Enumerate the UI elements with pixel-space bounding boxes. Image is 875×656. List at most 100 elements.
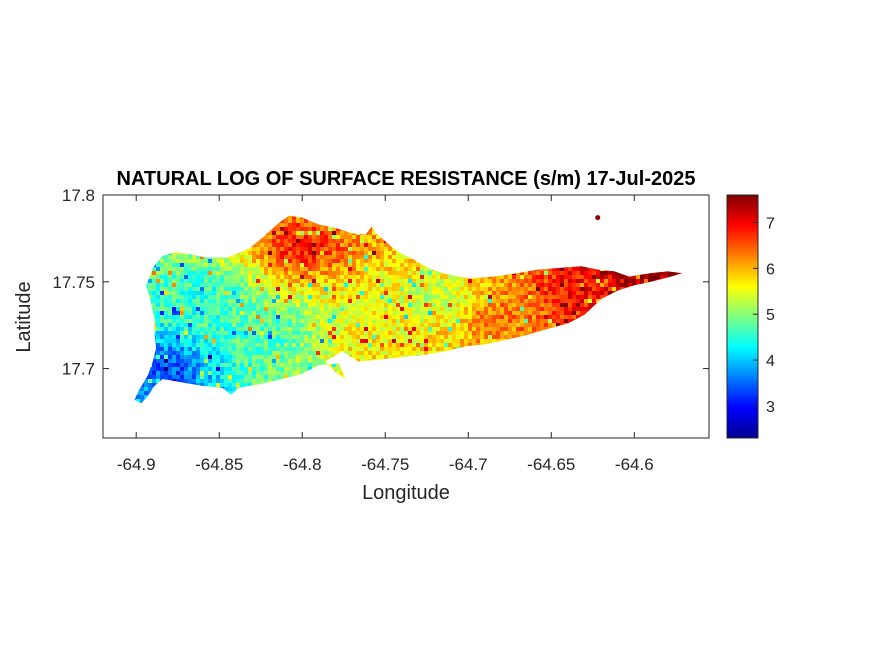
field-cell [180, 323, 185, 328]
field-cell [176, 351, 181, 356]
field-cell [312, 299, 317, 304]
field-cell [444, 299, 449, 304]
field-cell [156, 307, 161, 312]
field-cell [344, 319, 349, 324]
field-cell [248, 267, 253, 272]
field-cell [404, 351, 409, 356]
field-cell [324, 287, 329, 292]
field-cell [372, 327, 377, 332]
field-cell [264, 311, 269, 316]
field-cell [540, 315, 545, 320]
field-cell [312, 335, 317, 340]
field-cell [488, 283, 493, 288]
field-cell [516, 291, 521, 296]
field-cell [372, 247, 377, 252]
field-cell [224, 331, 229, 336]
field-cell [252, 263, 257, 268]
field-cell [344, 259, 349, 264]
field-cell [524, 311, 529, 316]
field-cell [632, 283, 637, 288]
field-cell [300, 275, 305, 280]
field-cell [324, 231, 329, 236]
field-cell [188, 351, 193, 356]
field-cell [384, 327, 389, 332]
field-cell [472, 295, 477, 300]
field-cell [324, 343, 329, 348]
field-cell [212, 351, 217, 356]
field-cell [344, 279, 349, 284]
field-cell [516, 275, 521, 280]
field-cell [452, 339, 457, 344]
field-cell [372, 255, 377, 260]
field-cell [484, 339, 489, 344]
field-cell [544, 319, 549, 324]
field-cell [272, 299, 277, 304]
field-cell [560, 283, 565, 288]
field-cell [316, 267, 321, 272]
field-cell [220, 303, 225, 308]
field-cell [328, 351, 333, 356]
field-cell [352, 331, 357, 336]
field-cell [176, 311, 181, 316]
field-cell [196, 267, 201, 272]
field-cell [348, 247, 353, 252]
field-cell [412, 311, 417, 316]
field-cell [500, 275, 505, 280]
field-cell [308, 319, 313, 324]
field-cell [332, 263, 337, 268]
field-cell [304, 219, 309, 224]
field-cell [176, 287, 181, 292]
field-cell [464, 295, 469, 300]
field-cell [444, 303, 449, 308]
field-cell [532, 279, 537, 284]
field-cell [368, 283, 373, 288]
field-cell [304, 279, 309, 284]
field-cell [404, 287, 409, 292]
field-cell [364, 355, 369, 360]
field-cell [316, 307, 321, 312]
field-cell [528, 327, 533, 332]
field-cell [260, 307, 265, 312]
field-cell [364, 247, 369, 252]
field-cell [328, 271, 333, 276]
field-cell [312, 351, 317, 356]
field-cell [224, 267, 229, 272]
field-cell [412, 259, 417, 264]
field-cell [260, 303, 265, 308]
field-cell [548, 291, 553, 296]
field-cell [240, 271, 245, 276]
field-cell [228, 351, 233, 356]
field-cell [180, 303, 185, 308]
field-cell [244, 343, 249, 348]
field-cell [520, 279, 525, 284]
field-cell [380, 307, 385, 312]
field-cell [368, 303, 373, 308]
field-cell [264, 351, 269, 356]
field-cell [304, 343, 309, 348]
field-cell [200, 271, 205, 276]
field-cell [568, 287, 573, 292]
field-cell [492, 295, 497, 300]
field-cell [376, 295, 381, 300]
field-cell [468, 331, 473, 336]
field-cell [196, 303, 201, 308]
field-cell [536, 327, 541, 332]
field-cell [492, 291, 497, 296]
field-cell [392, 259, 397, 264]
field-cell [168, 255, 173, 260]
field-cell [548, 307, 553, 312]
field-cell [388, 299, 393, 304]
field-cell [260, 283, 265, 288]
field-cell [480, 315, 485, 320]
field-cell [528, 279, 533, 284]
field-cell [224, 307, 229, 312]
field-cell [444, 275, 449, 280]
field-cell [152, 291, 157, 296]
field-cell [284, 279, 289, 284]
field-cell [404, 267, 409, 272]
field-cell [264, 331, 269, 336]
field-cell [372, 231, 377, 236]
field-cell [208, 291, 213, 296]
field-cell [428, 331, 433, 336]
field-cell [396, 331, 401, 336]
